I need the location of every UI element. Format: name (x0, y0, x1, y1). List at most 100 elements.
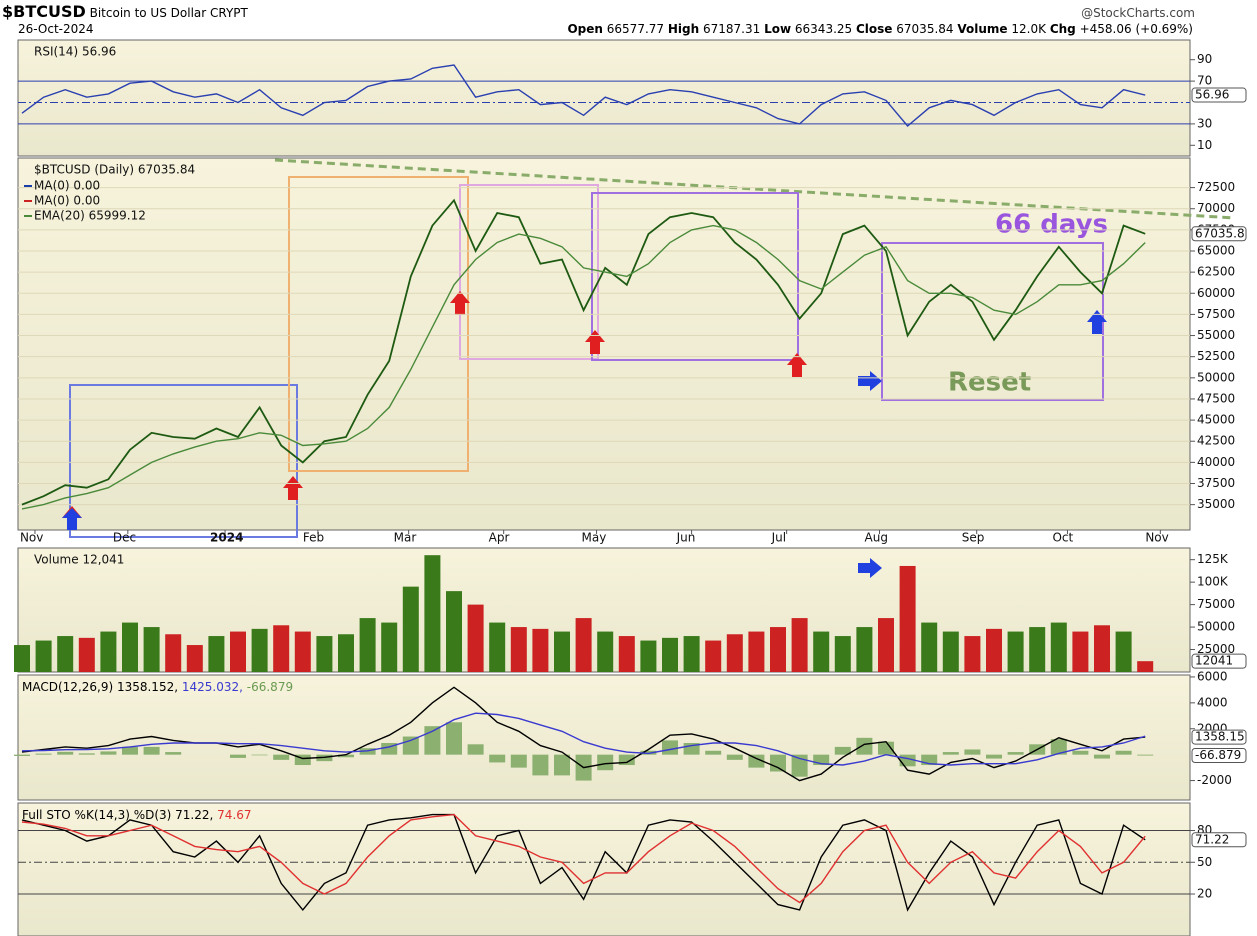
x-tick-label: Nov (20, 531, 43, 545)
volume-bar (57, 636, 74, 672)
volume-bar (122, 622, 138, 672)
volume-bar (424, 555, 441, 672)
quote-label: Volume (957, 22, 1008, 36)
histogram-bar (662, 740, 678, 755)
y-tick-label: 90 (1197, 52, 1212, 66)
series-line (21, 712, 1146, 766)
quote-value: 66343.25 (794, 22, 853, 36)
y-tick-label: 60000 (1197, 286, 1235, 300)
volume-bar (1050, 622, 1067, 672)
volume-bar (35, 640, 52, 672)
volume-bar (705, 640, 722, 672)
name: Bitcoin to US Dollar (89, 6, 207, 20)
y-tick-label: 20 (1197, 887, 1212, 901)
volume-bar (186, 645, 203, 672)
volume-bar (208, 636, 225, 672)
volume-bar (78, 637, 95, 672)
histogram-bar (921, 754, 938, 766)
quote-label: Close (856, 22, 893, 36)
histogram-bar (251, 754, 268, 756)
symbol-line: $BTCUSD Bitcoin to US Dollar CRYPT (2, 2, 248, 21)
histogram-bar (424, 726, 441, 755)
histogram-bar (381, 743, 398, 755)
histogram-bar (122, 746, 138, 755)
value-tag-label: -66.879 (1195, 748, 1241, 762)
macd-panel (17, 674, 1191, 801)
histogram-bar (899, 754, 916, 767)
y-tick-label: 45000 (1197, 413, 1235, 427)
x-tick-label: Aug (865, 531, 888, 545)
volume-bar (100, 631, 117, 672)
panel-title: RSI(14) 56.96 (34, 45, 116, 59)
histogram-bar (1137, 754, 1154, 756)
volume-bar (510, 627, 527, 672)
volume-bar (446, 591, 462, 672)
x-tick-label: Feb (303, 531, 324, 545)
series-line (21, 224, 1146, 510)
box (69, 384, 298, 538)
histogram-bar (878, 741, 894, 755)
y-tick-label: 75000 (1197, 597, 1235, 611)
histogram-bar (618, 754, 635, 766)
histogram-bar (597, 754, 614, 771)
histogram-bar (726, 754, 743, 760)
y-tick-label: 62500 (1197, 265, 1235, 279)
volume-bar (1115, 631, 1132, 672)
quote-value: 12.0K (1011, 22, 1046, 36)
panels (17, 39, 1191, 936)
x-tick-label: Jun (676, 531, 696, 545)
volume-bar (813, 631, 830, 672)
quote-value: 67187.31 (703, 22, 761, 36)
x-tick-label: Apr (489, 531, 510, 545)
volume-bar (899, 565, 916, 672)
exchange: CRYPT (210, 6, 248, 20)
volume-bar (575, 618, 592, 672)
y-tick-label: 42500 (1197, 434, 1235, 448)
histogram-bar (230, 754, 246, 758)
volume-bar (294, 631, 311, 672)
volume-bar (359, 618, 376, 672)
y-tick-label: 10 (1197, 138, 1212, 152)
volume-bar (878, 618, 894, 672)
histogram-bar (1072, 750, 1089, 755)
quote-value: +458.06 (+0.69%) (1079, 22, 1193, 36)
quote-label: High (667, 22, 700, 36)
value-tag (1191, 653, 1247, 669)
y-tick-label: 4000 (1197, 695, 1228, 709)
histogram-bar (813, 754, 830, 766)
quote-value: 66577.77 (606, 22, 665, 36)
volume-bar (791, 618, 808, 672)
y-tick-label: 25000 (1197, 642, 1235, 656)
volume-bar (921, 622, 938, 672)
legend-label: 1425.032, (182, 680, 243, 694)
value-tag (1191, 87, 1247, 103)
y-tick-label: 70 (1197, 74, 1212, 88)
sto-panel (17, 802, 1191, 936)
histogram-bar (1050, 739, 1067, 755)
volume-bar (1029, 627, 1046, 672)
histogram-bar (510, 754, 527, 768)
panel-title: Volume 12,041 (34, 553, 124, 567)
value-tag-label: 12041 (1195, 654, 1233, 668)
legend-label: MACD(12,26,9) 1358.152, (22, 680, 178, 694)
date: 26-Oct-2024 (18, 22, 94, 36)
volume-bar (532, 628, 549, 672)
panel-title: $BTCUSD (Daily) 67035.84 (34, 163, 195, 177)
box (288, 176, 469, 472)
legend-label: Full STO %K(14,3) %D(3) 71.22, (22, 808, 213, 822)
histogram-bar (1115, 750, 1132, 755)
histogram-bar (705, 750, 722, 755)
quote-label: Chg (1049, 22, 1076, 36)
y-tick-label: 40000 (1197, 455, 1235, 469)
y-tick-label: 35000 (1197, 497, 1235, 511)
histogram-bar (1094, 754, 1110, 759)
x-tick-label: Sep (962, 531, 985, 545)
y-tick-label: 6000 (1197, 669, 1228, 683)
y-tick-label: 72500 (1197, 180, 1235, 194)
volume-bar (618, 636, 635, 672)
histogram-bar (14, 754, 30, 756)
histogram-bar (986, 754, 1002, 759)
volume-bar (640, 640, 657, 672)
quote: Open 66577.77 High 67187.31 Low 66343.25… (567, 22, 1193, 36)
volume-bar (554, 631, 570, 672)
